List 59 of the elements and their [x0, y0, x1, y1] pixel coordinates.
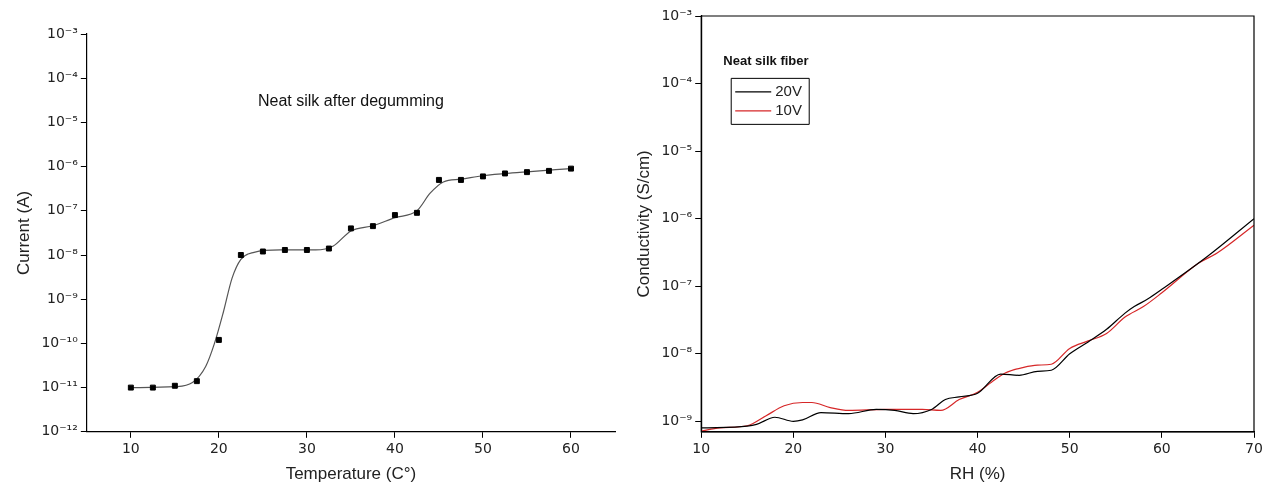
- x-tick-label: 50: [474, 439, 492, 456]
- y-tick-label: 10⁻¹²: [41, 422, 78, 439]
- x-axis-title: Temperature (C°): [285, 464, 417, 484]
- legend-label: 10V: [775, 101, 802, 119]
- y-tick-label: 10⁻⁶: [661, 209, 693, 226]
- point: [435, 176, 442, 183]
- point: [391, 212, 398, 219]
- x-tick-label: 20: [209, 439, 228, 456]
- y-tick-label: 10⁻¹⁰: [41, 334, 79, 351]
- x-tick-label: 50: [1060, 439, 1079, 456]
- y-tick-label: 10⁻⁸: [661, 344, 693, 361]
- x-tick-label: 60: [1152, 439, 1171, 456]
- x-tick-label: 70: [1245, 439, 1263, 456]
- point: [149, 384, 156, 391]
- y-tick-label: 10⁻⁹: [661, 411, 693, 428]
- point: [546, 167, 552, 174]
- y-tick-label: 10⁻¹¹: [41, 378, 78, 395]
- y-tick-label: 10⁻³: [661, 6, 693, 23]
- x-tick-label: 30: [297, 439, 316, 456]
- point: [457, 176, 464, 183]
- point: [479, 173, 486, 180]
- point: [237, 252, 244, 258]
- y-tick-label: 10⁻⁸: [47, 245, 79, 262]
- y-tick-label: 10⁻⁹: [47, 289, 79, 306]
- point: [303, 246, 310, 253]
- x-tick-label: 40: [386, 439, 404, 456]
- y-tick-label: 10⁻⁷: [47, 201, 78, 218]
- y-tick-label: 10⁻⁵: [661, 141, 693, 158]
- y-tick-label: 10⁻⁶: [47, 157, 79, 174]
- point: [568, 165, 574, 172]
- y-tick-label: 10⁻³: [47, 24, 78, 41]
- point: [281, 246, 288, 253]
- point: [524, 169, 530, 176]
- point: [259, 248, 266, 255]
- x-tick-label: 60: [562, 439, 580, 456]
- legend-label: 20V: [775, 82, 802, 100]
- point: [193, 378, 200, 385]
- x-tick-label: 10: [692, 439, 711, 456]
- point: [369, 223, 376, 230]
- point: [127, 384, 134, 391]
- x-tick-label: 40: [968, 439, 987, 456]
- point: [347, 225, 354, 232]
- y-tick-label: 10⁻⁵: [47, 113, 78, 130]
- y-axis-title: Conductivity (S/cm): [633, 150, 653, 298]
- annotation: Neat silk fiber: [723, 53, 809, 69]
- x-tick-label: 30: [876, 439, 895, 456]
- x-tick-label: 10: [121, 439, 140, 456]
- point: [501, 170, 508, 177]
- point: [413, 209, 420, 216]
- point: [171, 382, 178, 389]
- point: [325, 245, 332, 252]
- x-axis-title: RH (%): [949, 464, 1006, 484]
- annotation: Neat silk after degumming: [257, 92, 444, 110]
- y-tick-label: 10⁻⁴: [47, 68, 79, 85]
- y-axis-title: Current (A): [13, 190, 33, 275]
- x-tick-label: 20: [784, 439, 803, 456]
- y-tick-label: 10⁻⁷: [661, 276, 693, 293]
- point: [215, 336, 222, 343]
- y-tick-label: 10⁻⁴: [661, 74, 693, 91]
